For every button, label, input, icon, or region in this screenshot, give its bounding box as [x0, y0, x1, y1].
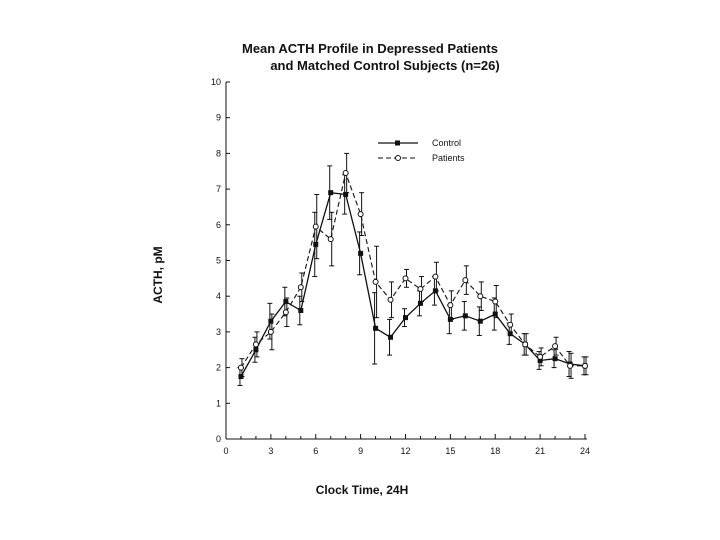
patients-point	[522, 341, 529, 348]
patients-point	[447, 302, 454, 309]
patients-point	[402, 275, 409, 282]
control-point	[432, 288, 438, 294]
patients-point	[477, 293, 484, 300]
x-tick-label: 9	[358, 446, 363, 456]
x-axis-title: Clock Time, 24H	[316, 483, 408, 497]
patients-point	[282, 309, 289, 316]
chart-title-line2: and Matched Control Subjects (n=26)	[270, 58, 499, 73]
patients-point	[537, 353, 544, 360]
control-point	[492, 311, 498, 317]
x-tick-label: 24	[580, 446, 590, 456]
control-point	[343, 191, 349, 197]
y-tick-label: 8	[216, 148, 221, 158]
y-tick-label: 10	[211, 77, 221, 87]
x-tick-label: 0	[223, 446, 228, 456]
patients-point	[417, 286, 424, 293]
x-tick-label: 18	[490, 446, 500, 456]
control-point	[268, 318, 274, 324]
control-point	[253, 347, 259, 353]
legend: Control Patients	[378, 138, 465, 163]
y-axis-title: ACTH, pM	[151, 246, 165, 303]
patients-point	[297, 284, 304, 291]
patients-point	[327, 236, 334, 243]
y-tick-label: 0	[216, 434, 221, 444]
control-point	[373, 325, 379, 331]
y-tick-label: 1	[216, 398, 221, 408]
x-tick-label: 12	[400, 446, 410, 456]
y-tick-label: 5	[216, 256, 221, 266]
patients-point	[357, 211, 364, 218]
control-point	[417, 300, 423, 306]
control-point	[298, 307, 304, 313]
control-point	[507, 331, 513, 337]
control-point	[313, 241, 319, 247]
y-tick-label: 2	[216, 363, 221, 373]
control-point	[403, 315, 408, 321]
x-ticks: 0 3 6 9 12 15 18 21 24	[223, 434, 590, 456]
control-point	[388, 334, 394, 340]
control-point	[447, 316, 453, 322]
patients-point	[252, 341, 259, 348]
patients-point	[462, 277, 469, 284]
control-point	[283, 299, 289, 305]
patients-point	[567, 362, 574, 369]
legend-patients-marker	[395, 155, 401, 161]
x-tick-label: 6	[313, 446, 318, 456]
y-tick-label: 9	[216, 113, 221, 123]
series-control-line	[240, 191, 586, 377]
patients-point	[552, 343, 559, 350]
legend-patients-label: Patients	[432, 153, 465, 163]
series-patients-line	[240, 171, 585, 368]
patients-point	[432, 273, 439, 280]
patients-point	[387, 296, 394, 303]
control-point	[328, 190, 334, 196]
legend-control-label: Control	[432, 138, 461, 148]
control-point	[477, 318, 483, 324]
control-point	[552, 356, 558, 362]
patients-point	[267, 328, 274, 335]
y-tick-label: 4	[216, 291, 221, 301]
patients-point	[492, 298, 499, 305]
y-tick-label: 7	[216, 184, 221, 194]
x-tick-label: 3	[268, 446, 273, 456]
patients-point	[237, 364, 244, 371]
control-point	[358, 250, 364, 256]
y-ticks: 0 1 2 3 4 5 6 7 8 9 10	[211, 77, 230, 444]
y-tick-label: 6	[216, 220, 221, 230]
y-tick-label: 3	[216, 327, 221, 337]
patients-point	[372, 278, 379, 285]
control-point	[537, 357, 543, 363]
legend-control-marker	[395, 140, 400, 146]
x-tick-label: 21	[535, 446, 545, 456]
x-tick-label: 15	[445, 446, 455, 456]
patients-point	[342, 170, 349, 177]
patients-point	[312, 223, 319, 230]
control-point	[462, 313, 468, 319]
series-layer	[237, 152, 589, 386]
patients-point	[582, 362, 588, 369]
control-point	[238, 374, 244, 380]
patients-point	[507, 321, 514, 328]
chart-title-line1: Mean ACTH Profile in Depressed Patients	[242, 41, 498, 56]
